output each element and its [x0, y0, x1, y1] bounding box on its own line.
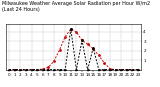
Text: Milwaukee Weather Average Solar Radiation per Hour W/m2 (Last 24 Hours): Milwaukee Weather Average Solar Radiatio… — [2, 1, 150, 12]
